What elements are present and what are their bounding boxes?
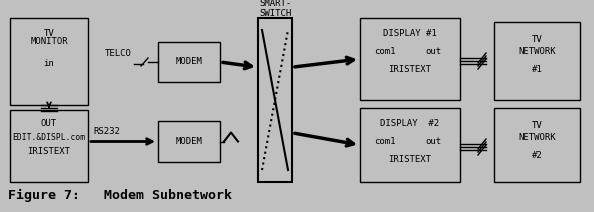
Text: in: in xyxy=(43,59,55,67)
Text: IRISTEXT: IRISTEXT xyxy=(27,148,71,156)
Bar xyxy=(494,22,580,100)
Text: com1: com1 xyxy=(374,137,396,145)
Text: #2: #2 xyxy=(532,151,542,159)
Text: TV: TV xyxy=(532,35,542,45)
Text: DISPLAY  #2: DISPLAY #2 xyxy=(380,119,440,127)
Text: MODEM: MODEM xyxy=(176,137,203,146)
Bar xyxy=(158,42,220,82)
Text: com1: com1 xyxy=(374,46,396,56)
Text: OUT: OUT xyxy=(41,119,57,127)
Text: IRISTEXT: IRISTEXT xyxy=(388,155,431,165)
Text: #1: #1 xyxy=(532,64,542,74)
Text: MODEM: MODEM xyxy=(176,57,203,67)
Text: DISPLAY #1: DISPLAY #1 xyxy=(383,28,437,38)
Text: SWITCH: SWITCH xyxy=(259,8,291,18)
Bar xyxy=(10,110,88,182)
Text: RS232: RS232 xyxy=(93,127,120,136)
Text: out: out xyxy=(426,137,442,145)
Bar xyxy=(360,18,460,100)
Bar xyxy=(258,18,292,182)
Text: NETWORK: NETWORK xyxy=(518,47,556,57)
Bar xyxy=(158,121,220,162)
Text: EDIT.&DISPL.com: EDIT.&DISPL.com xyxy=(12,132,86,141)
Text: TV: TV xyxy=(532,121,542,131)
Text: MONITOR: MONITOR xyxy=(30,38,68,46)
Bar xyxy=(10,18,88,105)
Bar xyxy=(494,108,580,182)
Bar xyxy=(360,108,460,182)
Text: SMART-: SMART- xyxy=(259,0,291,8)
Text: TV: TV xyxy=(43,28,55,38)
Text: Figure 7:   Modem Subnetwork: Figure 7: Modem Subnetwork xyxy=(8,189,232,202)
Text: NETWORK: NETWORK xyxy=(518,134,556,142)
Text: out: out xyxy=(426,46,442,56)
Text: TELCO: TELCO xyxy=(105,49,132,59)
Text: IRISTEXT: IRISTEXT xyxy=(388,66,431,74)
